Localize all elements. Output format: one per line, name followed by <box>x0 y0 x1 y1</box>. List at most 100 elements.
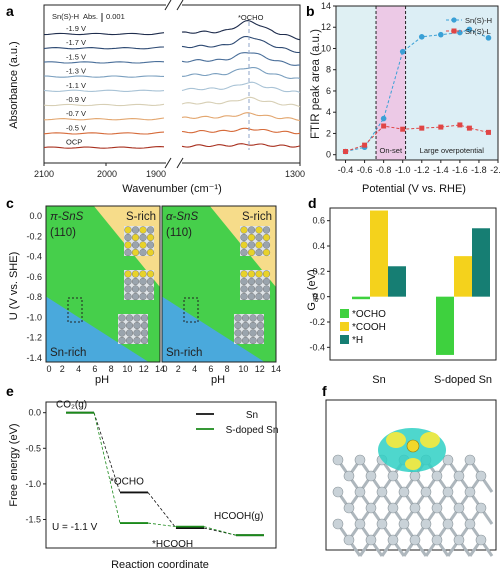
s-atom <box>146 270 155 278</box>
spectrum-line-left <box>43 131 165 135</box>
data-point <box>399 48 406 55</box>
atomic-structure-thumbnail <box>124 270 155 301</box>
sn-atom <box>146 285 155 293</box>
series-label: OCP <box>66 138 82 147</box>
plot-frame <box>45 401 277 549</box>
s-atom <box>124 226 132 234</box>
sn-atom <box>475 470 487 482</box>
sn-atom <box>241 329 250 337</box>
state-label: CO₂(g) <box>56 400 87 411</box>
sn-atom <box>133 314 141 322</box>
s-atom <box>240 241 248 249</box>
legend-label: Sn(S)-H <box>465 16 492 25</box>
y-tick-label: 14 <box>321 1 331 11</box>
sn-atom <box>131 285 140 293</box>
sn-atom <box>453 534 465 546</box>
bar <box>436 296 454 355</box>
sn-atom <box>139 233 147 242</box>
sn-atom <box>332 486 344 498</box>
data-point <box>438 124 444 130</box>
s-atom <box>406 439 420 453</box>
s-atom <box>139 241 147 249</box>
sn-atom <box>376 518 388 530</box>
spectrum-line-left <box>43 75 165 78</box>
panel-f-label: f <box>322 383 327 399</box>
atomic-structure-thumbnail <box>234 314 265 345</box>
x-tick-1900: 1900 <box>146 169 166 179</box>
panel-e-label: e <box>6 383 14 399</box>
sn-atom <box>442 518 454 530</box>
x-axis-label: Reaction coordinate <box>111 559 209 571</box>
data-point <box>466 125 472 131</box>
s-atom <box>247 248 256 257</box>
y-tick-label: -1.4 <box>26 353 42 363</box>
adsorption-energy-bars: 0.6 0.4 0.2 0.0 -0.2 -0.4 Sn S-doped Sn *OCHO *CO… <box>309 207 497 386</box>
panel-d: d 0.6 0.4 0.2 0.0 -0.2 -0.4 Sn S-doped Sn *OCHO *… <box>306 195 497 386</box>
x-tick-label: -2.0 <box>490 165 501 175</box>
data-point <box>485 129 491 135</box>
y-tick-label: 10 <box>321 43 331 53</box>
x-tick-2100: 2100 <box>34 169 54 179</box>
sn-atom <box>125 314 134 322</box>
panel-f: f <box>322 383 497 557</box>
y-tick-label: -0.4 <box>309 342 325 352</box>
series-labels: -1.9 V -1.7 V -1.5 V -1.3 V -1.1 V -0.9 V -0.7… <box>66 24 86 147</box>
x-tick-label: 2 <box>60 364 65 374</box>
s-atom <box>247 233 256 242</box>
s-atom <box>240 270 248 278</box>
x-tick-label: -1.6 <box>452 165 468 175</box>
y-tick-label: 12 <box>321 22 331 32</box>
y-tick-label: 6 <box>326 86 331 96</box>
category-label: S-doped Sn <box>434 374 492 386</box>
spectrum-line-right <box>181 81 301 93</box>
legend-label: *H <box>352 335 363 346</box>
region-sn-rich <box>162 296 265 362</box>
y-tick-label: -1.5 <box>25 515 41 525</box>
sn-atom <box>234 321 242 330</box>
sn-atom <box>125 329 134 337</box>
sn-atom <box>431 470 443 482</box>
sn-atom <box>247 292 256 301</box>
potential-region <box>376 6 406 160</box>
y-tick-label: -0.8 <box>26 292 42 302</box>
y-tick-label: -1.0 <box>26 312 42 322</box>
sn-atom <box>249 314 257 322</box>
sn-atom <box>354 486 366 498</box>
phase-label: α-SnS <box>166 211 198 223</box>
y-axis-label: Free energy (eV) <box>8 423 20 506</box>
sn-atom <box>262 241 271 249</box>
sn-atom <box>420 486 432 498</box>
sn-atom <box>409 502 421 514</box>
s-atom <box>124 241 132 249</box>
spectrum-line-right <box>182 67 301 79</box>
sn-atom <box>365 502 377 514</box>
sn-atom <box>255 248 263 257</box>
s-atom <box>255 270 263 278</box>
series-label: -0.9 V <box>66 95 86 104</box>
s-atom <box>262 233 271 242</box>
sn-atom <box>124 285 132 293</box>
y-tick-label: -0.6 <box>26 272 42 282</box>
sn-atom <box>442 454 454 466</box>
s-atom <box>240 226 248 234</box>
sn-atom <box>475 534 487 546</box>
s-atom <box>247 270 256 278</box>
x-tick-label: 4 <box>192 364 197 374</box>
sn-atom <box>240 292 248 301</box>
y-axis-label: Gad (eV) <box>306 269 320 310</box>
sn-atom <box>343 534 355 546</box>
s-rich-label: S-rich <box>242 211 272 223</box>
state-label: HCOOH(g) <box>214 511 263 522</box>
bar <box>388 266 406 297</box>
legend-marker <box>451 17 457 23</box>
sn-atom <box>241 336 250 345</box>
sn-atom <box>131 241 140 249</box>
y-tick-label: 0.2 <box>312 266 325 276</box>
selection-box <box>183 297 199 323</box>
series-label: -1.9 V <box>66 24 86 33</box>
sn-rich-label: Sn-rich <box>50 347 86 359</box>
sn-atom <box>256 329 265 337</box>
legend-label: Sn <box>246 410 258 421</box>
